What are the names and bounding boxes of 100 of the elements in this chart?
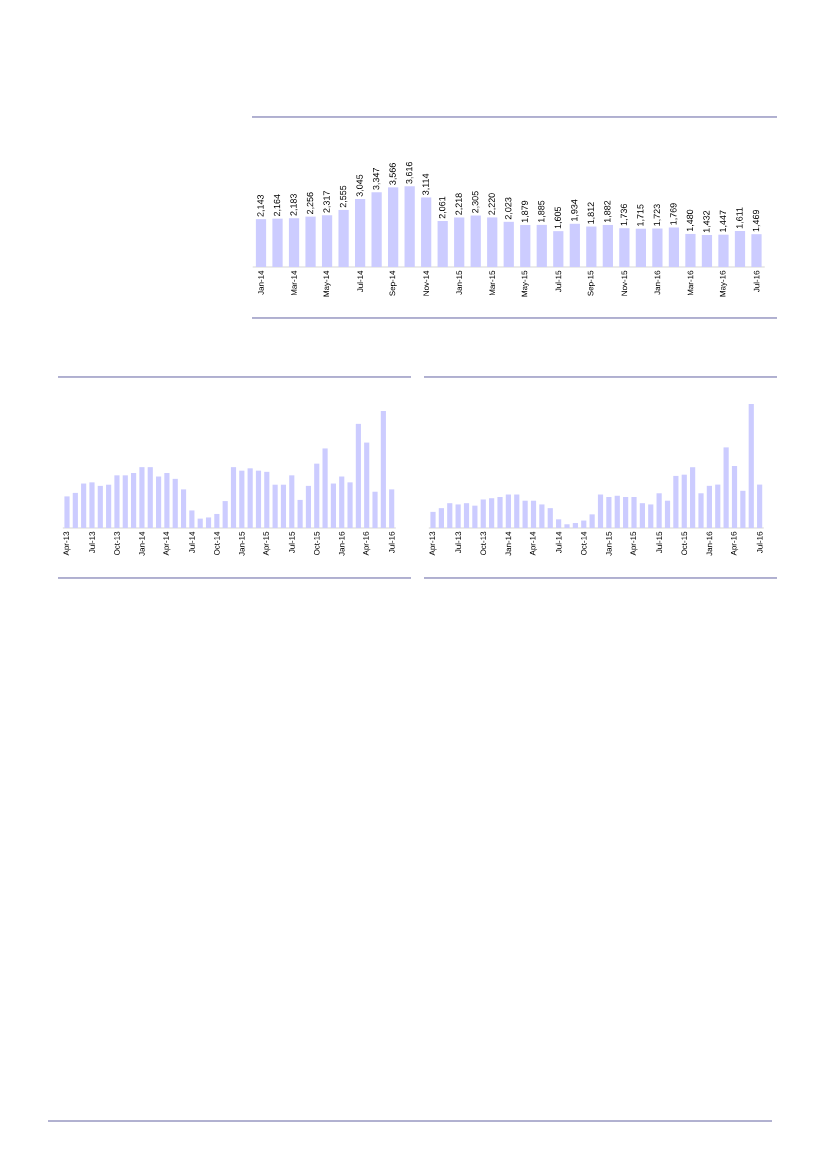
bar [547, 508, 553, 528]
bar [131, 473, 137, 528]
bar [556, 519, 562, 528]
bar [347, 482, 353, 528]
bar [734, 231, 746, 267]
bar [430, 511, 436, 528]
bar [339, 476, 345, 528]
data-label: 1,611 [736, 207, 744, 229]
bar [619, 228, 630, 267]
bar [289, 475, 295, 528]
bar [572, 523, 578, 528]
bar [371, 192, 382, 267]
data-label: 1,605 [554, 206, 562, 229]
bar [355, 423, 361, 528]
bar [314, 463, 320, 528]
data-label: 2,220 [488, 193, 496, 215]
bar [639, 503, 645, 528]
bar [553, 231, 564, 267]
bar [255, 470, 262, 528]
bar [106, 484, 112, 528]
bar [172, 478, 178, 528]
bar [455, 504, 461, 528]
bar [222, 501, 228, 528]
bar [539, 504, 545, 528]
bar [731, 465, 738, 528]
bar [321, 215, 333, 267]
data-label: 2,555 [339, 185, 348, 208]
bar [668, 227, 680, 267]
bar [497, 496, 503, 528]
bar [122, 475, 128, 528]
data-label: 2,305 [472, 191, 480, 213]
bar [305, 216, 316, 267]
bar [472, 505, 478, 528]
data-label: 2,256 [306, 192, 315, 214]
bar [454, 217, 465, 267]
bar [536, 224, 547, 267]
bar [156, 476, 162, 528]
bar [438, 508, 444, 528]
bar [264, 471, 270, 528]
bar [330, 483, 336, 528]
data-label: 2,061 [438, 196, 447, 219]
bar [480, 499, 486, 528]
bar [718, 234, 729, 267]
bar [388, 187, 399, 267]
bar [635, 228, 646, 267]
bar [623, 496, 629, 528]
data-label: 3,616 [405, 162, 414, 184]
data-label: 1,469 [752, 209, 761, 232]
data-label: 1,715 [637, 204, 645, 226]
data-label: 3,347 [372, 168, 381, 190]
bar [664, 500, 671, 528]
data-label: 1,769 [670, 203, 678, 225]
bar [530, 500, 537, 528]
bar [569, 223, 580, 267]
bar [489, 498, 495, 528]
bar [81, 483, 87, 528]
bar [97, 485, 103, 528]
bar [606, 496, 612, 528]
bar [690, 467, 696, 528]
bar [463, 503, 470, 528]
data-label: 2,317 [323, 191, 331, 213]
data-label: 1,882 [604, 200, 612, 223]
bar [520, 225, 531, 267]
bar [586, 226, 597, 267]
bar [139, 467, 145, 528]
bar [447, 503, 453, 528]
bar [522, 500, 528, 528]
bar [503, 221, 514, 267]
bar [597, 494, 604, 528]
data-label: 1,885 [538, 200, 546, 223]
bar [673, 475, 679, 528]
bar [322, 448, 328, 528]
data-label: 1,879 [521, 200, 529, 223]
data-label: 2,164 [273, 194, 282, 217]
bar [421, 197, 432, 267]
bar [715, 484, 721, 528]
bar [652, 228, 663, 267]
bar [305, 485, 312, 528]
data-label: 1,934 [571, 199, 579, 221]
bar [706, 485, 712, 528]
bar [514, 494, 520, 528]
bar [114, 475, 120, 528]
bar [751, 234, 762, 267]
data-label: 1,480 [686, 209, 695, 232]
bar [389, 489, 395, 528]
bar [338, 209, 349, 267]
bar [701, 235, 713, 267]
bar [230, 467, 237, 528]
bar [698, 493, 704, 528]
bar [505, 494, 511, 528]
data-label: 3,566 [389, 163, 397, 185]
bar [354, 199, 366, 267]
bar [147, 467, 153, 528]
bar [656, 493, 662, 528]
bar [723, 447, 729, 528]
bar [648, 504, 654, 528]
data-label: 1,447 [719, 210, 728, 232]
bar [288, 218, 300, 267]
bar [189, 510, 195, 528]
bar [272, 218, 283, 267]
